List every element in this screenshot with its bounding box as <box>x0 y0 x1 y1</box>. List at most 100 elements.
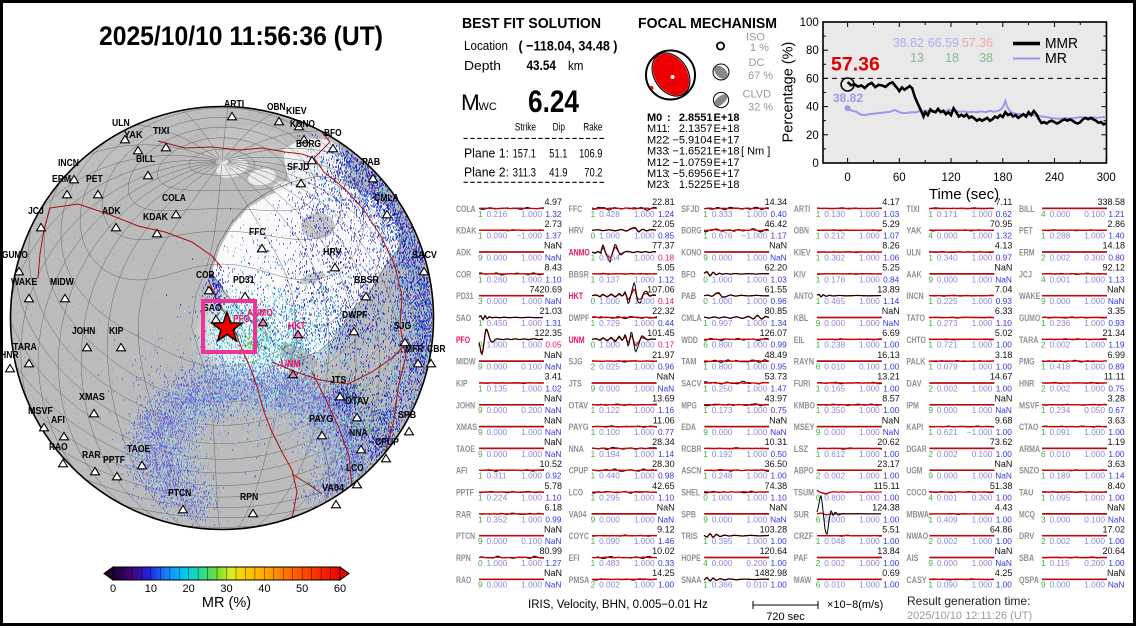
svg-text:0.85: 0.85 <box>658 231 675 241</box>
svg-text:1.000: 1.000 <box>859 340 880 350</box>
svg-text:1.02: 1.02 <box>545 383 562 393</box>
svg-text:WC: WC <box>479 101 497 113</box>
svg-text:1.000: 1.000 <box>746 449 767 459</box>
svg-text:1.16: 1.16 <box>658 405 675 415</box>
svg-text:AFI: AFI <box>456 466 467 476</box>
svg-text:60: 60 <box>893 172 906 184</box>
svg-text:BBSR: BBSR <box>569 269 590 279</box>
svg-text:77.37: 77.37 <box>652 241 675 251</box>
svg-text:0.002: 0.002 <box>937 536 958 546</box>
svg-text:0.095: 0.095 <box>1050 493 1071 503</box>
svg-text:DRV: DRV <box>1019 531 1034 541</box>
svg-text:0.002: 0.002 <box>1050 340 1071 350</box>
svg-text:1: 1 <box>928 340 933 350</box>
svg-text:1.10: 1.10 <box>658 493 675 503</box>
svg-text:66.59: 66.59 <box>928 36 959 50</box>
svg-text:41.9: 41.9 <box>549 166 567 180</box>
svg-text:1: 1 <box>591 536 596 546</box>
svg-text:67 %: 67 % <box>748 70 773 82</box>
svg-text:NaN: NaN <box>544 568 562 578</box>
svg-text:3: 3 <box>478 296 483 306</box>
svg-text:LCO: LCO <box>569 488 583 498</box>
svg-text:13.89: 13.89 <box>877 284 900 294</box>
svg-text:CPUP: CPUP <box>569 466 589 476</box>
svg-text:3: 3 <box>1041 514 1046 524</box>
svg-text:0.40: 0.40 <box>771 209 788 219</box>
svg-text:10.52: 10.52 <box>539 459 562 469</box>
svg-text:0.048: 0.048 <box>824 536 845 546</box>
svg-text:MSVF: MSVF <box>1019 400 1040 410</box>
svg-text:PAB: PAB <box>681 291 696 301</box>
svg-text:1.000: 1.000 <box>972 209 993 219</box>
svg-text:9: 9 <box>478 427 483 437</box>
svg-text:1.00: 1.00 <box>1108 558 1125 568</box>
svg-text:0.67: 0.67 <box>1108 405 1125 415</box>
svg-text:NaN: NaN <box>994 546 1012 556</box>
svg-text:PTCN: PTCN <box>456 531 475 541</box>
svg-text:720 sec: 720 sec <box>766 611 805 623</box>
svg-text:4: 4 <box>1041 209 1046 219</box>
svg-text:1: 1 <box>591 471 596 481</box>
svg-text:ANTO: ANTO <box>794 291 814 301</box>
svg-text:7.11: 7.11 <box>996 197 1013 207</box>
svg-text:1.000: 1.000 <box>972 471 993 481</box>
svg-text:1.37: 1.37 <box>545 231 562 241</box>
svg-text:ULN: ULN <box>906 248 920 258</box>
svg-text:4: 4 <box>928 493 933 503</box>
svg-text:MCQ: MCQ <box>1019 509 1035 519</box>
svg-text:0.000: 0.000 <box>1050 580 1071 590</box>
svg-text:PET: PET <box>1019 226 1033 236</box>
svg-text:CTAO: CTAO <box>1019 422 1039 432</box>
svg-text:2: 2 <box>1041 252 1046 262</box>
svg-text:COLA: COLA <box>456 204 476 214</box>
svg-text:6: 6 <box>816 493 821 503</box>
svg-text:NaN: NaN <box>1108 580 1125 590</box>
svg-text:MIDW: MIDW <box>50 276 74 288</box>
svg-text:NaN: NaN <box>770 514 787 524</box>
svg-text:1.000: 1.000 <box>746 340 767 350</box>
svg-text:8.40: 8.40 <box>1107 481 1125 491</box>
svg-text:FFC: FFC <box>249 226 266 238</box>
svg-text:0.000: 0.000 <box>487 536 508 546</box>
svg-text:0.409: 0.409 <box>937 514 958 524</box>
svg-text:0.000: 0.000 <box>712 427 733 437</box>
svg-text:1.00: 1.00 <box>771 471 788 481</box>
svg-text:PET: PET <box>86 173 103 185</box>
svg-text:0.62: 0.62 <box>996 209 1013 219</box>
svg-text:13.69: 13.69 <box>652 394 675 404</box>
svg-text:CHTO: CHTO <box>906 335 926 345</box>
svg-text:7420.69: 7420.69 <box>529 284 562 294</box>
svg-text:FOCAL MECHANISM: FOCAL MECHANISM <box>638 15 777 32</box>
svg-text:TRIS: TRIS <box>681 531 697 541</box>
svg-text:NaN: NaN <box>545 252 562 262</box>
svg-text:ASCN: ASCN <box>681 466 701 476</box>
svg-text:0.800: 0.800 <box>712 340 733 350</box>
svg-text:1.00: 1.00 <box>996 514 1013 524</box>
svg-text:1.000: 1.000 <box>859 274 880 284</box>
svg-text:1.000: 1.000 <box>746 536 767 546</box>
svg-text:SPB: SPB <box>398 409 417 421</box>
svg-text:1.000: 1.000 <box>634 318 655 328</box>
svg-text:1.000: 1.000 <box>1084 274 1105 284</box>
svg-text:120.64: 120.64 <box>760 546 788 556</box>
svg-text:180: 180 <box>993 172 1012 184</box>
svg-text:1.00: 1.00 <box>771 558 788 568</box>
svg-text:0.200: 0.200 <box>746 558 767 568</box>
svg-text:Rake: Rake <box>583 122 602 134</box>
svg-text:13.21: 13.21 <box>877 372 900 382</box>
svg-text:−1.000: −1.000 <box>967 427 993 437</box>
svg-text:14.67: 14.67 <box>990 372 1013 382</box>
svg-text:0.907: 0.907 <box>712 318 733 328</box>
svg-text::: : <box>667 112 671 124</box>
svg-text:Plane 1:: Plane 1: <box>464 146 509 161</box>
svg-text:1.000: 1.000 <box>1084 362 1105 372</box>
svg-text:28.34: 28.34 <box>652 437 675 447</box>
svg-text:NaN: NaN <box>1108 514 1125 524</box>
svg-text:JOHN: JOHN <box>456 400 475 410</box>
svg-text:NaN: NaN <box>769 503 787 513</box>
svg-text:0: 0 <box>703 493 708 503</box>
svg-text:0.395: 0.395 <box>712 536 733 546</box>
svg-text:0.483: 0.483 <box>599 558 620 568</box>
svg-text:UNM: UNM <box>281 358 301 370</box>
svg-text:0.14: 0.14 <box>658 296 675 306</box>
